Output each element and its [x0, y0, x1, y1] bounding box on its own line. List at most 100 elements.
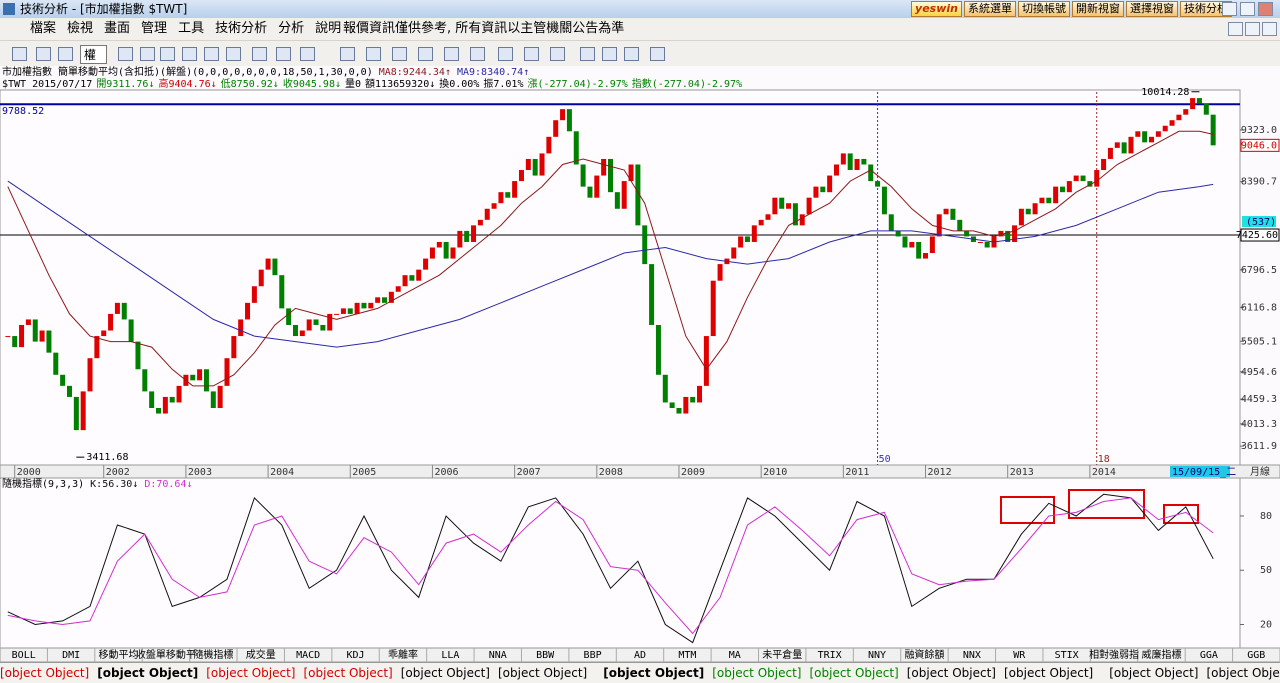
candle — [402, 275, 408, 287]
tab[interactable]: BBW — [536, 650, 555, 661]
candle — [553, 120, 559, 137]
tab[interactable]: 威廉指標 — [1141, 648, 1181, 661]
toolbar-icon[interactable] — [12, 47, 27, 61]
candle — [429, 247, 435, 259]
tab[interactable]: 隨機指標 — [193, 648, 233, 661]
menu-item[interactable]: 分析 — [278, 21, 305, 36]
tab[interactable]: 成交量 — [246, 648, 276, 661]
tab[interactable]: STIX — [1055, 650, 1079, 661]
minimize[interactable] — [1222, 2, 1237, 16]
menu-item[interactable]: 檢視 — [67, 21, 94, 36]
top-button[interactable]: 系統選單 — [964, 1, 1016, 17]
status-item: [object Object] — [303, 666, 393, 680]
toolbar-icon[interactable] — [580, 47, 595, 61]
tab[interactable]: DMI — [62, 650, 80, 661]
toolbar-icon[interactable] — [300, 47, 315, 61]
candle — [923, 253, 929, 259]
candle — [888, 214, 894, 231]
toolbar-icon[interactable] — [444, 47, 459, 61]
toolbar-icon[interactable] — [418, 47, 433, 61]
tab[interactable]: BOLL — [12, 650, 36, 661]
toolbar-icon[interactable] — [650, 47, 665, 61]
toolbar-icon[interactable] — [252, 47, 267, 61]
date-label: 15/09/15_二 — [1172, 467, 1236, 478]
current-label: 9046.0 — [1241, 140, 1277, 151]
candle — [635, 164, 641, 226]
tab[interactable]: NNX — [963, 650, 981, 661]
tab[interactable]: WR — [1013, 650, 1026, 661]
menu-item[interactable]: 工具 — [178, 21, 205, 36]
candle — [518, 170, 524, 182]
tab[interactable]: GGB — [1247, 650, 1265, 661]
toolbar-icon[interactable] — [118, 47, 133, 61]
candle — [546, 136, 552, 154]
tab[interactable]: MTM — [678, 650, 696, 661]
toolbar-icon[interactable] — [140, 47, 155, 61]
mdi-minimize[interactable] — [1228, 22, 1243, 36]
status-item: [object Object] — [97, 666, 199, 680]
candle — [39, 330, 45, 342]
close[interactable] — [1258, 2, 1273, 16]
tab[interactable]: LLA — [441, 650, 459, 661]
current-box — [1240, 138, 1280, 152]
toolbar-button[interactable]: 權 — [80, 45, 108, 64]
candle — [587, 186, 593, 198]
toolbar-icon[interactable] — [340, 47, 355, 61]
toolbar-icon[interactable] — [602, 47, 617, 61]
logo[interactable]: yeswin — [911, 1, 962, 17]
tab[interactable]: 相對強弱指 — [1089, 648, 1139, 661]
tab[interactable]: NNA — [489, 650, 507, 661]
toolbar-icon[interactable] — [392, 47, 407, 61]
y-tick-label: 6116.8 — [1241, 302, 1277, 313]
toolbar-icon[interactable] — [160, 47, 175, 61]
toolbar-icon[interactable] — [36, 47, 51, 61]
tab[interactable]: AD — [634, 650, 646, 661]
top-button[interactable]: 切換帳號 — [1018, 1, 1070, 17]
top-button[interactable]: 選擇視窗 — [1126, 1, 1178, 17]
tab[interactable]: MA — [729, 650, 741, 661]
menu-item[interactable]: 畫面 — [104, 21, 131, 36]
tab[interactable]: TRIX — [818, 650, 842, 661]
tab[interactable]: 收盤單移動平 — [136, 648, 196, 661]
toolbar-icon[interactable] — [524, 47, 539, 61]
candle — [820, 186, 826, 193]
tab[interactable]: 移動平均 — [99, 648, 139, 661]
tab[interactable]: 乖離率 — [388, 648, 418, 661]
toolbar-icon[interactable] — [204, 47, 219, 61]
mdi-close[interactable] — [1262, 22, 1277, 36]
status-item: [object Object] — [603, 666, 705, 680]
candle — [87, 358, 93, 392]
toolbar-icon[interactable] — [182, 47, 197, 61]
highlight-box — [1163, 504, 1199, 524]
tab[interactable]: KDJ — [347, 650, 365, 661]
candle — [710, 280, 716, 337]
candle — [1012, 225, 1018, 242]
toolbar-icon[interactable] — [276, 47, 291, 61]
candle — [813, 186, 819, 198]
toolbar-icon[interactable] — [624, 47, 639, 61]
tab[interactable]: 未平倉量 — [762, 648, 802, 661]
toolbar-icon[interactable] — [226, 47, 241, 61]
title-bar: 技術分析 - [市加權指數 $TWT] yeswin 系統選單 切換帳號 開新視窗 選擇… — [0, 0, 1280, 18]
tab[interactable]: 融資餘額 — [904, 648, 944, 661]
tab[interactable]: BBP — [584, 650, 602, 661]
toolbar-icon[interactable] — [58, 47, 73, 61]
toolbar-icon[interactable] — [550, 47, 565, 61]
tab[interactable]: NNY — [868, 650, 886, 661]
candle — [984, 241, 990, 248]
tab[interactable]: MACD — [296, 650, 320, 661]
top-button[interactable]: 開新視窗 — [1072, 1, 1124, 17]
menu-item[interactable]: 檔案 — [30, 21, 57, 36]
tab[interactable]: GGA — [1200, 650, 1218, 661]
maximize[interactable] — [1240, 2, 1255, 16]
menu-item[interactable]: 管理 — [141, 21, 168, 36]
top-button[interactable]: 技術分析 — [1180, 1, 1232, 17]
count-label: (537) — [1246, 217, 1276, 228]
candle — [909, 241, 915, 248]
menu-item[interactable]: 技術分析 — [215, 21, 268, 36]
mdi-restore[interactable] — [1245, 22, 1260, 36]
toolbar-icon[interactable] — [470, 47, 485, 61]
toolbar-icon[interactable] — [366, 47, 381, 61]
toolbar-icon[interactable] — [498, 47, 513, 61]
menu-item[interactable]: 說明 — [315, 21, 342, 36]
